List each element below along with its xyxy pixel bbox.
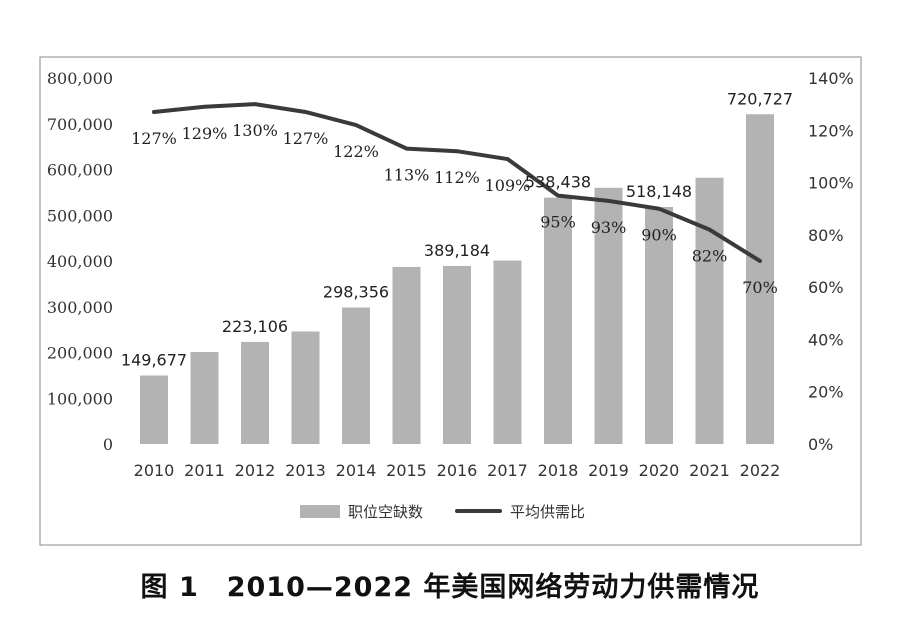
bar [645, 206, 673, 444]
x-tick-label: 2020 [639, 461, 680, 480]
bar [594, 187, 623, 445]
y-left-tick-label: 500,000 [47, 206, 113, 225]
line-data-label: 113% [384, 166, 430, 185]
line-data-label: 90% [641, 226, 677, 245]
line-data-label: 127% [131, 129, 177, 148]
figure-caption: 图 1 2010—2022 年美国网络劳动力供需情况 [140, 572, 760, 603]
y-right-tick-label: 20% [808, 383, 844, 402]
line-data-label: 82% [692, 247, 728, 266]
x-tick-label: 2013 [285, 461, 326, 480]
y-right-tick-label: 120% [808, 121, 854, 140]
ratio-line [152, 102, 762, 263]
line-data-label: 93% [591, 218, 627, 237]
line-data-label: 130% [232, 121, 278, 140]
bar [342, 307, 370, 444]
chart-border [39, 56, 862, 546]
y-left-tick-label: 400,000 [47, 252, 113, 271]
bar [291, 331, 320, 444]
x-tick-label: 2018 [538, 461, 579, 480]
line-data-label: 70% [742, 278, 778, 297]
bar-data-label: 518,148 [626, 182, 692, 201]
bar [140, 375, 168, 444]
y-left-tick-label: 100,000 [47, 389, 113, 408]
x-tick-label: 2010 [134, 461, 175, 480]
bar [746, 114, 774, 444]
bar-data-label: 298,356 [323, 283, 389, 302]
x-tick-label: 2011 [184, 461, 225, 480]
line-data-label: 95% [540, 213, 576, 232]
legend-line-label: 平均供需比 [510, 503, 585, 521]
bar [695, 177, 724, 445]
bar [493, 260, 522, 444]
legend-bar-swatch [300, 505, 340, 518]
y-left-tick-label: 800,000 [47, 69, 113, 88]
y-left-tick-label: 700,000 [47, 115, 113, 134]
y-right-tick-label: 40% [808, 330, 844, 349]
line-data-label: 127% [283, 129, 329, 148]
bar-data-label: 223,106 [222, 317, 288, 336]
line-data-label: 109% [485, 176, 531, 195]
bar-data-label: 149,677 [121, 351, 187, 370]
x-tick-label: 2021 [689, 461, 730, 480]
y-left-tick-label: 300,000 [47, 298, 113, 317]
bar-data-label: 389,184 [424, 241, 490, 260]
legend-bar-label: 职位空缺数 [348, 503, 423, 521]
y-left-tick-label: 600,000 [47, 161, 113, 180]
line-data-label: 129% [182, 124, 228, 143]
line-data-label: 112% [434, 168, 480, 187]
y-right-tick-label: 140% [808, 69, 854, 88]
bar [190, 352, 219, 444]
chart-container: 0 100,000 200,000 300,000 400,000 500,000 600,… [39, 56, 862, 546]
y-left-tick-label: 0 [103, 435, 113, 454]
bar [392, 266, 421, 444]
bar [544, 197, 572, 444]
bar [443, 265, 471, 444]
line-data-label: 122% [333, 142, 379, 161]
chart: 0 100,000 200,000 300,000 400,000 500,000 600,… [39, 56, 862, 546]
x-tick-label: 2012 [235, 461, 276, 480]
x-tick-label: 2016 [437, 461, 478, 480]
x-tick-label: 2022 [740, 461, 781, 480]
x-tick-label: 2014 [336, 461, 377, 480]
bar [241, 341, 269, 444]
bar-data-label: 538,438 [525, 173, 591, 192]
x-tick-label: 2019 [588, 461, 629, 480]
y-right-tick-label: 60% [808, 278, 844, 297]
x-tick-label: 2017 [487, 461, 528, 480]
y-right-tick-label: 0% [808, 435, 833, 454]
y-right-tick-label: 100% [808, 174, 854, 193]
y-left-tick-label: 200,000 [47, 344, 113, 363]
y-right-tick-label: 80% [808, 226, 844, 245]
bar-data-label: 720,727 [727, 89, 793, 108]
x-tick-label: 2015 [386, 461, 427, 480]
